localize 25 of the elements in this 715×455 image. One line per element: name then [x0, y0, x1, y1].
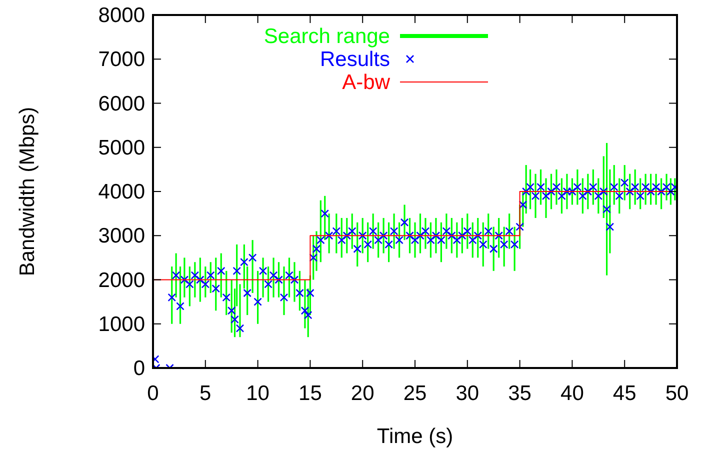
y-tick-label: 7000 [98, 48, 145, 72]
x-tick-label: 50 [665, 382, 689, 405]
y-tick-label: 6000 [98, 92, 145, 116]
y-tick-label: 0 [133, 357, 145, 380]
x-tick-label: 40 [560, 382, 584, 405]
x-tick-label: 0 [147, 382, 159, 405]
x-tick-label: 15 [298, 382, 322, 405]
x-tick-label: 25 [403, 382, 427, 405]
y-axis-title: Bandwidth (Mbps) [16, 106, 39, 276]
legend-label: A-bw [342, 71, 391, 94]
y-tick-label: 4000 [98, 180, 145, 204]
x-tick-label: 5 [200, 382, 212, 405]
x-tick-label: 10 [246, 382, 270, 405]
x-tick-label: 35 [508, 382, 532, 405]
x-tick-label: 20 [350, 382, 374, 405]
y-tick-label: 5000 [98, 136, 145, 160]
y-tick-label: 3000 [98, 224, 145, 248]
y-tick-label: 8000 [98, 4, 145, 27]
y-tick-label: 2000 [98, 268, 145, 292]
x-tick-label: 30 [456, 382, 480, 405]
x-tick-label: 45 [612, 382, 636, 405]
legend-label: Results [320, 48, 390, 71]
x-axis-title: Time (s) [376, 425, 454, 448]
legend-label: Search range [264, 25, 390, 48]
y-tick-label: 1000 [98, 312, 145, 336]
